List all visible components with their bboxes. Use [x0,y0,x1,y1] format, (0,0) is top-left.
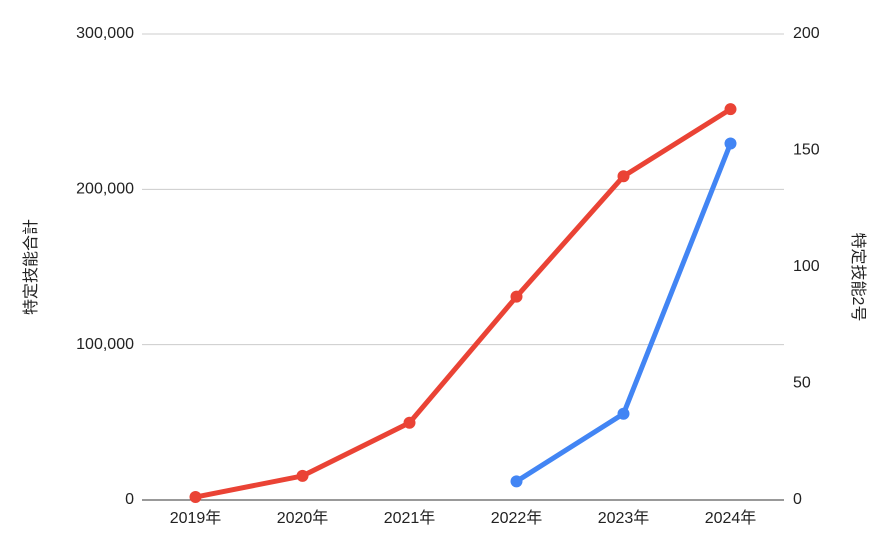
x-tick-label: 2020年 [277,509,329,527]
y2-axis-label: 特定技能2号 [849,233,867,322]
x-tick-label: 2019年 [170,509,222,527]
y-tick-label: 100,000 [76,336,134,353]
data-point [724,103,737,116]
y-tick-label: 200,000 [76,181,134,198]
y2-tick-label: 100 [793,258,820,275]
series-line [515,142,733,484]
y2-tick-label: 200 [793,25,820,42]
x-tick-label: 2022年 [491,509,543,527]
y-tick-label: 300,000 [76,25,134,42]
series-line [195,107,732,500]
x-tick-label: 2024年 [705,509,757,527]
data-point [510,475,523,488]
y2-tick-label: 0 [793,491,802,508]
y2-tick-label: 50 [793,375,811,392]
x-tick-label: 2021年 [384,509,436,527]
data-point [510,290,523,303]
data-point [617,407,630,420]
data-point [296,469,309,482]
data-point [724,137,737,150]
y-axis-label: 特定技能合計 [22,219,40,315]
x-tick-label: 2023年 [598,509,650,527]
data-point [403,416,416,429]
data-point [189,491,202,504]
y-tick-label: 0 [125,491,134,508]
data-point [617,170,630,183]
y2-tick-label: 150 [793,142,820,159]
